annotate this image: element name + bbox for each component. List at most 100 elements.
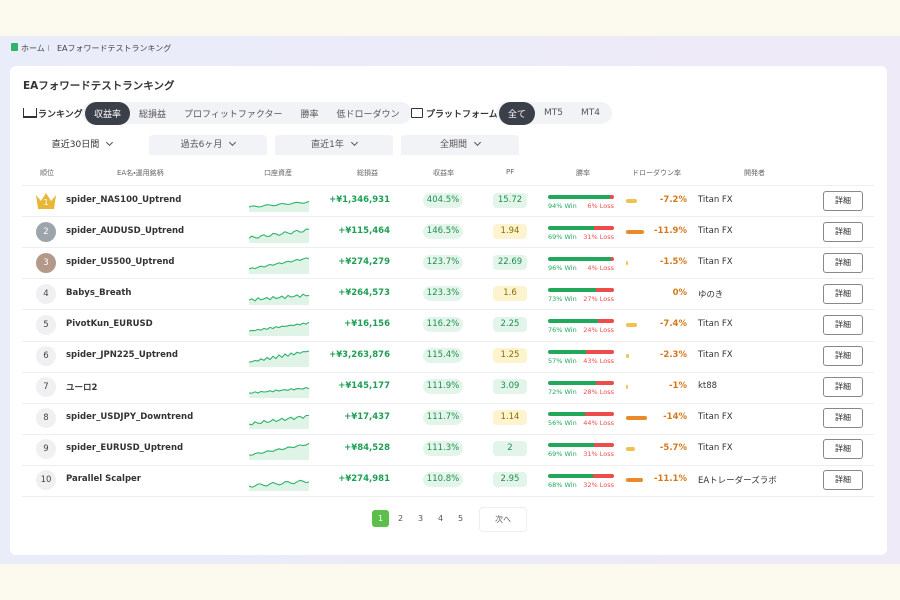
- loss-bar: [593, 225, 614, 230]
- period-label: 直近30日間: [51, 140, 100, 150]
- next-label: 次へ: [495, 515, 511, 524]
- period-tab[interactable]: 全期間: [401, 135, 519, 155]
- drawdown: -5.7%: [659, 443, 687, 454]
- loss-bar: [611, 256, 614, 261]
- win-bar: [548, 350, 586, 355]
- detail-button[interactable]: 詳細: [823, 190, 863, 211]
- detail-button[interactable]: 詳細: [823, 314, 863, 335]
- sparkline-line: [249, 480, 309, 489]
- row-divider: [22, 278, 874, 280]
- row-divider: [22, 247, 874, 249]
- ea-name: ユーロ2: [66, 383, 98, 394]
- detail-button[interactable]: 詳細: [823, 221, 863, 242]
- profit: +¥274,981: [338, 474, 390, 485]
- win-label: 76% Win: [548, 325, 577, 334]
- loss-label: 27% Loss: [583, 294, 614, 303]
- sparkline-area: [249, 257, 309, 274]
- detail-button[interactable]: 詳細: [823, 470, 863, 491]
- sparkline: [249, 257, 309, 274]
- sparkline-area: [249, 228, 309, 243]
- developer: Titan FX: [698, 256, 733, 267]
- drawdown-bar: [626, 385, 628, 390]
- rank: 5: [36, 314, 56, 335]
- platform-tab[interactable]: 全て: [499, 101, 536, 125]
- loss-bar: [595, 381, 614, 386]
- page-link[interactable]: 1: [372, 510, 389, 527]
- pf: 1.14: [493, 410, 527, 426]
- developer: Titan FX: [698, 443, 733, 454]
- ea-name: Parallel Scalper: [66, 474, 141, 485]
- win-label: 57% Win: [548, 357, 577, 366]
- loss-bar: [596, 287, 614, 292]
- loss-bar: [585, 350, 614, 355]
- period-tab[interactable]: 過去6ヶ月: [149, 135, 267, 155]
- platform-tab[interactable]: MT4: [581, 108, 601, 118]
- ranking-tab[interactable]: 低ドローダウン: [336, 109, 400, 120]
- drawdown-bar: [626, 260, 629, 265]
- detail-button[interactable]: 詳細: [823, 283, 863, 304]
- loss-label: 31% Loss: [583, 232, 614, 241]
- period-tab[interactable]: 直近30日間: [23, 135, 141, 155]
- loss-bar: [592, 474, 614, 479]
- detail-button[interactable]: 詳細: [823, 408, 863, 429]
- ranking-tab[interactable]: 勝率: [300, 109, 319, 120]
- column-header: 順位: [40, 169, 54, 177]
- developer: Titan FX: [698, 318, 733, 329]
- row-divider: [22, 185, 874, 186]
- sparkline: [249, 228, 309, 243]
- win-bar: [548, 381, 596, 386]
- sparkline-line: [249, 293, 309, 302]
- period-tab[interactable]: 直近1年: [275, 135, 393, 155]
- drawdown: -2.3%: [659, 350, 687, 361]
- profit: +¥84,528: [344, 443, 390, 454]
- loss-bar: [610, 194, 614, 199]
- drawdown-bar: [626, 478, 643, 483]
- page-link[interactable]: 4: [437, 514, 444, 523]
- page-link[interactable]: 3: [417, 514, 424, 523]
- sparkline-line: [249, 415, 309, 426]
- sparkline-area: [249, 415, 309, 430]
- loss-label: 43% Loss: [583, 357, 614, 366]
- period-label: 全期間: [439, 140, 467, 150]
- rank: 6: [36, 346, 56, 367]
- chevron: [473, 138, 482, 147]
- ea-name: spider_NAS100_Uptrend: [66, 194, 182, 205]
- loss-label: 28% Loss: [583, 388, 614, 397]
- sparkline: [249, 200, 309, 212]
- next-button[interactable]: 次へ: [479, 507, 527, 532]
- detail-button[interactable]: 詳細: [823, 377, 863, 398]
- profit: +¥16,156: [344, 318, 390, 329]
- detail-button[interactable]: 詳細: [823, 346, 863, 367]
- detail-button[interactable]: 詳細: [823, 439, 863, 460]
- crown-icon: [23, 108, 37, 118]
- ea-name: Babys_Breath: [66, 287, 132, 298]
- win-label: 69% Win: [548, 450, 577, 459]
- rank: 9: [36, 439, 56, 460]
- pf: 1.94: [493, 223, 527, 239]
- win-label: 96% Win: [548, 263, 577, 272]
- sparkline: [249, 480, 309, 492]
- ea-name: spider_US500_Uptrend: [66, 256, 175, 267]
- platform-tab[interactable]: MT5: [544, 108, 564, 118]
- loss-label: 24% Loss: [583, 325, 614, 334]
- return: 115.4%: [423, 348, 463, 364]
- page-link[interactable]: 2: [397, 514, 404, 523]
- drawdown-bar: [626, 322, 638, 327]
- page-link[interactable]: 5: [457, 514, 464, 523]
- breadcrumb-home[interactable]: ホーム: [21, 44, 45, 53]
- platform-icon: [411, 108, 423, 118]
- pf: 2.25: [493, 316, 527, 332]
- profit: +¥274,279: [338, 256, 390, 267]
- ea-name: spider_AUDUSD_Uptrend: [66, 225, 185, 236]
- ranking-tab[interactable]: プロフィットファクター: [184, 109, 283, 120]
- detail-button[interactable]: 詳細: [823, 252, 863, 273]
- return: 123.7%: [423, 254, 463, 270]
- ranking-tab[interactable]: 収益率: [85, 101, 131, 125]
- sparkline: [249, 321, 309, 336]
- developer: ゆのき: [698, 289, 724, 300]
- sparkline-area: [249, 480, 309, 492]
- chevron: [350, 138, 358, 147]
- row-divider: [22, 340, 874, 342]
- sparkline: [249, 293, 309, 305]
- ranking-tab[interactable]: 総損益: [139, 109, 167, 120]
